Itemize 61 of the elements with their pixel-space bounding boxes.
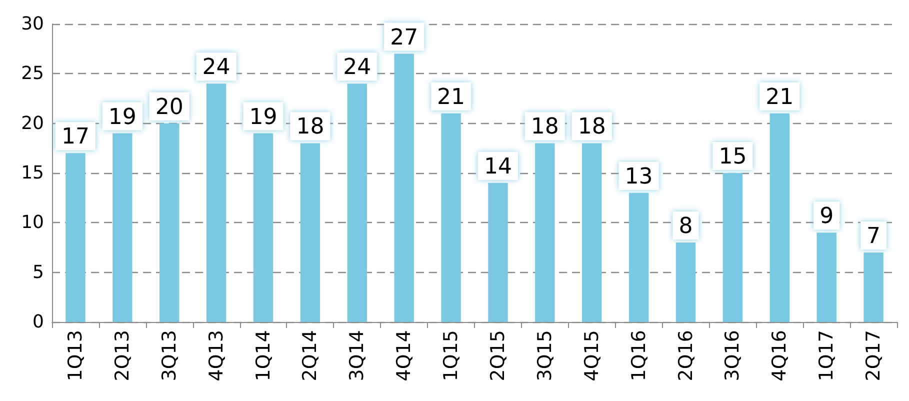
bar <box>347 84 367 322</box>
bar <box>535 143 555 322</box>
data-label: 15 <box>718 144 747 170</box>
x-tick-label: 1Q15 <box>440 330 462 382</box>
data-label: 18 <box>530 114 559 140</box>
x-tick-label: 2Q14 <box>299 330 322 382</box>
data-label: 14 <box>484 154 512 180</box>
x-tick-label: 2Q16 <box>674 330 697 382</box>
data-label: 8 <box>678 214 693 240</box>
x-tick-label: 3Q16 <box>722 330 744 382</box>
bar <box>816 232 836 322</box>
bar <box>864 252 884 322</box>
data-label: 19 <box>108 104 136 130</box>
bar <box>628 192 649 322</box>
x-tick-label: 4Q14 <box>393 330 416 382</box>
data-label: 17 <box>61 124 90 150</box>
x-tick-label: 1Q16 <box>628 330 650 382</box>
bar <box>160 123 180 322</box>
bar <box>488 182 508 322</box>
data-label: 27 <box>390 25 418 50</box>
x-tick-label: 4Q16 <box>768 330 791 382</box>
bar <box>394 54 414 322</box>
x-tick-label: 4Q15 <box>580 330 603 382</box>
x-tick-label: 3Q15 <box>534 330 556 382</box>
bar <box>722 173 743 322</box>
x-tick-label: 4Q13 <box>205 330 228 382</box>
bar <box>112 133 132 322</box>
bar <box>441 113 461 322</box>
x-tick-label: 3Q13 <box>158 330 180 382</box>
bar <box>300 143 320 322</box>
x-tick-label: 2Q15 <box>486 330 509 382</box>
data-label: 20 <box>155 94 184 120</box>
y-tick-label: 30 <box>21 14 44 34</box>
x-tick-label: 2Q17 <box>862 330 885 382</box>
bar <box>676 242 696 322</box>
bar <box>582 143 602 322</box>
y-tick-label: 0 <box>32 312 44 332</box>
x-tick-label: 1Q17 <box>816 330 838 382</box>
x-tick-label: 1Q14 <box>252 330 274 382</box>
y-tick-label: 20 <box>21 112 44 134</box>
data-label: 21 <box>766 84 794 110</box>
data-label: 19 <box>249 104 278 130</box>
x-tick-label: 3Q14 <box>346 330 368 382</box>
bar <box>66 153 86 322</box>
data-label: 13 <box>624 164 653 190</box>
bar <box>253 133 274 322</box>
y-tick-label: 10 <box>21 212 44 234</box>
data-label: 21 <box>437 84 466 110</box>
data-label: 9 <box>820 204 834 230</box>
data-label: 7 <box>866 224 881 249</box>
data-label: 24 <box>202 55 230 80</box>
data-label: 18 <box>578 114 606 140</box>
y-tick-label: 15 <box>21 162 44 184</box>
x-tick-label: 2Q13 <box>111 330 134 382</box>
y-tick-label: 25 <box>21 63 44 84</box>
x-tick-label: 1Q13 <box>64 330 86 382</box>
y-tick-label: 5 <box>32 262 44 283</box>
bar <box>770 113 790 322</box>
data-label: 24 <box>343 55 372 80</box>
data-label: 18 <box>296 114 324 140</box>
bar <box>206 84 226 322</box>
